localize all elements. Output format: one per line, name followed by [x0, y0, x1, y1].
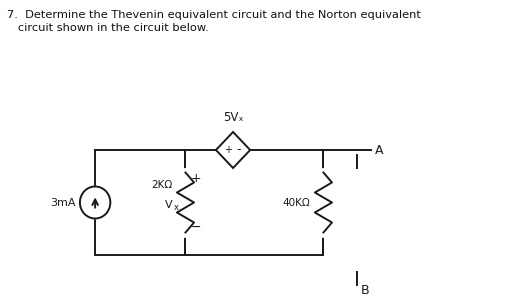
Text: circuit shown in the circuit below.: circuit shown in the circuit below.: [7, 23, 208, 33]
Text: +: +: [224, 145, 232, 155]
Text: +: +: [190, 172, 201, 185]
Text: 2KΩ: 2KΩ: [151, 180, 172, 189]
Text: 5Vₓ: 5Vₓ: [223, 111, 243, 124]
Text: 3mA: 3mA: [50, 197, 76, 207]
Text: V: V: [164, 200, 172, 210]
Text: 40KΩ: 40KΩ: [282, 197, 310, 207]
Text: -: -: [237, 144, 241, 156]
Text: −: −: [190, 221, 201, 234]
Text: 7.  Determine the Thevenin equivalent circuit and the Norton equivalent: 7. Determine the Thevenin equivalent cir…: [7, 10, 420, 20]
Circle shape: [80, 186, 110, 218]
Text: A: A: [375, 144, 383, 156]
Text: x: x: [174, 203, 179, 212]
Text: B: B: [360, 283, 369, 297]
Polygon shape: [216, 132, 250, 168]
